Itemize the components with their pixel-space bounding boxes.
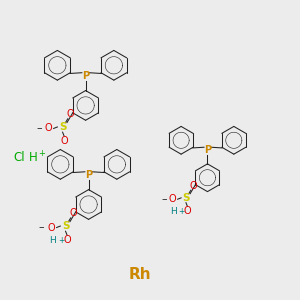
Text: –: –	[161, 194, 167, 204]
Text: O: O	[63, 235, 71, 245]
Text: O: O	[48, 223, 55, 232]
Text: +: +	[38, 149, 45, 158]
Text: P: P	[85, 170, 92, 180]
Text: P: P	[204, 145, 211, 155]
Text: O: O	[60, 136, 68, 146]
Text: O: O	[70, 208, 77, 218]
Text: O: O	[67, 109, 75, 119]
Text: H: H	[170, 206, 177, 215]
Text: +: +	[58, 236, 64, 245]
Text: P: P	[82, 71, 89, 81]
Text: O: O	[184, 206, 191, 216]
Text: –: –	[39, 223, 45, 232]
Text: Rh: Rh	[129, 267, 152, 282]
Text: S: S	[59, 122, 66, 132]
Text: S: S	[182, 193, 190, 203]
Text: H: H	[29, 152, 38, 164]
Text: H: H	[49, 236, 56, 245]
Text: –: –	[36, 124, 42, 134]
Text: Cl: Cl	[13, 152, 25, 164]
Text: O: O	[190, 181, 197, 191]
Text: O: O	[45, 124, 52, 134]
Text: +: +	[178, 206, 185, 215]
Text: O: O	[169, 194, 177, 204]
Text: S: S	[62, 221, 69, 231]
